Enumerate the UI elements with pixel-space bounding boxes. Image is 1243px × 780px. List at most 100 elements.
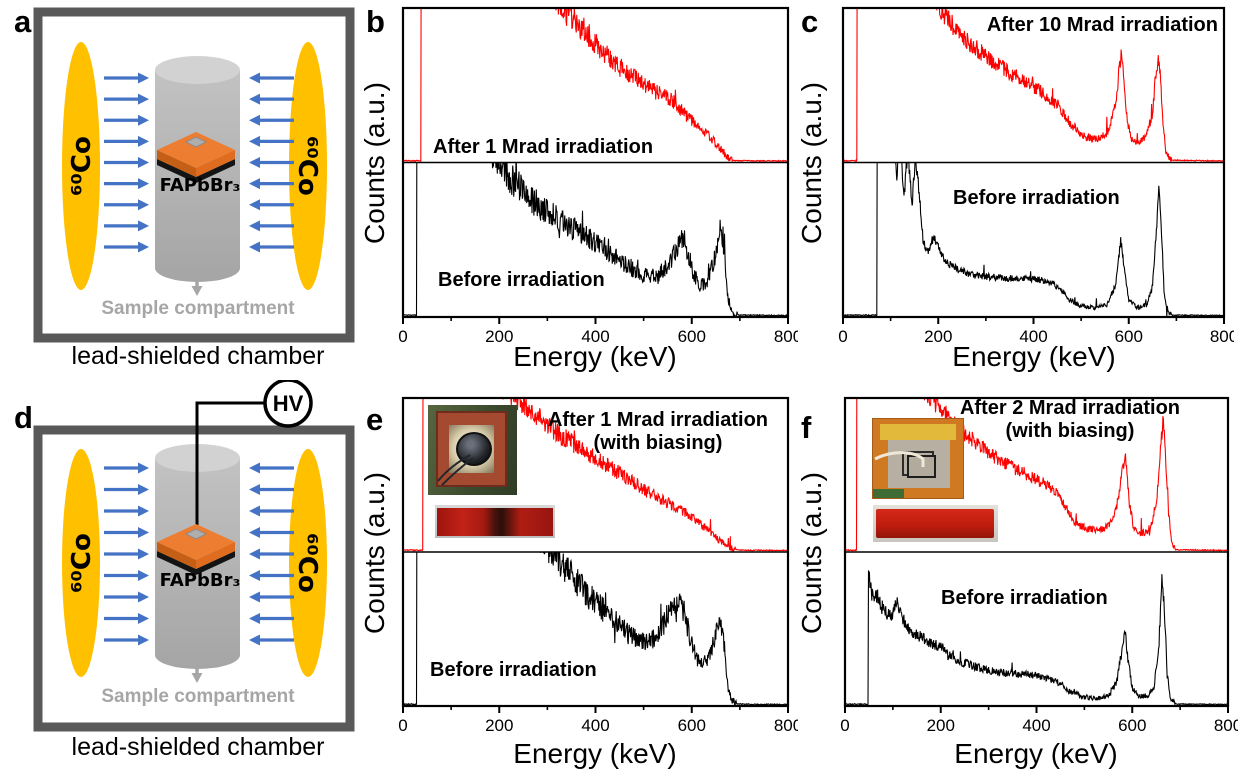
- gamma-beam-arrowhead: [138, 135, 149, 147]
- detector-pcb-f: [873, 488, 904, 498]
- annotation-before-f: Before irradiation: [941, 587, 1108, 609]
- spectrum-path: [403, 398, 788, 552]
- chamber-shapes-a: [33, 7, 355, 343]
- chamber-shapes-d: [33, 380, 355, 732]
- y-axis-label-f: Counts (a.u.): [796, 472, 827, 634]
- annotation-after-2mrad-bias: After 2 Mrad irradiation (with biasing): [948, 397, 1192, 443]
- gamma-beam-arrowhead: [249, 72, 260, 84]
- slab-side-left: [157, 542, 196, 569]
- gamma-beam-arrowhead: [249, 178, 260, 190]
- x-tick-label: 600: [678, 716, 706, 735]
- spectrum-path: [845, 570, 1228, 706]
- gamma-beam-arrowhead: [249, 462, 260, 474]
- sample-slab-top: [157, 524, 235, 560]
- crystal-photo-inset-f: [873, 505, 998, 542]
- co60-source-label-right-a: ⁶⁰Co: [292, 136, 322, 196]
- panel-letter-d: d: [14, 400, 33, 435]
- x-tick-label: 400: [581, 327, 609, 346]
- gamma-beam-arrowhead: [249, 548, 260, 560]
- x-tick-label: 800: [774, 327, 798, 346]
- x-axis-label-b: Energy (keV): [513, 341, 677, 372]
- panel-letter-b: b: [366, 4, 385, 39]
- gamma-beam-arrowhead: [138, 157, 149, 168]
- gamma-beam-arrowhead: [138, 241, 149, 253]
- y-axis-label-b: Counts (a.u.): [359, 82, 390, 244]
- gamma-beam-arrowhead: [249, 114, 260, 126]
- gamma-beam-arrowhead: [138, 505, 149, 517]
- gamma-beam-arrowhead: [249, 591, 260, 603]
- spectrum-path: [843, 8, 1224, 163]
- gamma-beam-arrowhead: [249, 634, 260, 646]
- sample-material-label-a: FAPbBr₃: [160, 175, 241, 196]
- compartment-pointer-arrowhead: [191, 673, 203, 683]
- annotation-after-1mrad-bias-line2: (with biasing): [593, 432, 723, 454]
- compartment-pointer-arrowhead: [191, 286, 203, 296]
- gamma-beam-arrowhead: [138, 199, 149, 211]
- y-axis-label-e: Counts (a.u.): [359, 472, 390, 634]
- gamma-beam-arrowhead: [138, 527, 149, 538]
- crystal-bar-f: [876, 509, 994, 538]
- spectrum-path: [845, 398, 1228, 552]
- gamma-beam-arrowhead: [249, 241, 260, 253]
- gamma-beam-arrowhead: [138, 548, 149, 560]
- detector-frame-e: [436, 411, 508, 487]
- slab-side-right: [196, 542, 235, 569]
- gamma-beam-arrowhead: [249, 570, 260, 581]
- annotation-before-b: Before irradiation: [438, 269, 605, 291]
- x-axis-label-e: Energy (keV): [513, 738, 677, 769]
- gamma-beam-arrowhead: [138, 178, 149, 190]
- sample-compartment-label-d: Sample compartment: [101, 686, 295, 707]
- gamma-beam-arrowhead: [138, 591, 149, 603]
- annotation-before-e: Before irradiation: [430, 659, 597, 681]
- gamma-beam-arrowhead: [249, 199, 260, 211]
- annotation-after-2mrad-bias-line2: (with biasing): [1005, 420, 1135, 442]
- annotation-after-2mrad-bias-line1: After 2 Mrad irradiation: [959, 397, 1181, 419]
- gamma-beam-arrowhead: [138, 93, 149, 105]
- sample-electrode: [184, 528, 208, 540]
- co60-source-label-right-d: ⁶⁰Co: [292, 533, 322, 593]
- gamma-beam-arrowhead: [138, 220, 149, 232]
- panel-letter-e: e: [366, 402, 384, 437]
- panel-letter-f: f: [801, 410, 812, 445]
- x-tick-label: 0: [838, 327, 847, 346]
- hv-wire: [195, 401, 264, 532]
- hv-supply-circle: [263, 380, 313, 428]
- spectrum-curve-b-before: [403, 162, 788, 317]
- gamma-beam-arrowhead: [138, 634, 149, 646]
- slab-bottom-right: [196, 551, 235, 575]
- irradiation-chamber-diagram-d: ⁶⁰Co ⁶⁰Co FAPbBr₃ Sample compartment HV: [33, 380, 355, 732]
- sample-electrode: [184, 136, 208, 148]
- slab-bottom-right: [196, 159, 235, 183]
- chamber-caption-d: lead-shielded chamber: [71, 733, 325, 761]
- x-tick-label: 0: [840, 716, 849, 735]
- gamma-beam-arrowhead: [249, 505, 260, 517]
- sample-compartment-label-a: Sample compartment: [101, 298, 295, 319]
- x-tick-label: 0: [398, 716, 407, 735]
- spectrum-chart-c: 0 200 400 600 800: [838, 6, 1234, 346]
- spectrum-curve-b-after: [403, 8, 788, 163]
- co60-source-label-left-d: ⁶⁰Co: [67, 533, 97, 593]
- slab-bottom-left: [157, 551, 196, 575]
- x-axis-label-f: Energy (keV): [954, 738, 1118, 769]
- spectrum-curve-f-after: [845, 398, 1228, 552]
- x-tick-label: 200: [927, 716, 955, 735]
- gamma-beam-arrowhead: [249, 613, 260, 624]
- co60-source-left: [62, 42, 100, 290]
- cylinder-top: [155, 56, 240, 84]
- annotation-after-10mrad: After 10 Mrad irradiation: [986, 14, 1218, 36]
- slab-side-left: [157, 150, 196, 177]
- panel-letter-c: c: [801, 4, 819, 39]
- irradiation-chamber-diagram-a: ⁶⁰Co ⁶⁰Co FAPbBr₃ Sample compartment: [33, 7, 355, 343]
- gamma-beam-arrowhead: [249, 220, 260, 232]
- x-tick-label: 800: [774, 716, 798, 735]
- x-tick-label: 600: [678, 327, 706, 346]
- detector-tape-f: [880, 423, 956, 441]
- gamma-beam-arrowhead: [138, 114, 149, 126]
- high-voltage-label: HV: [273, 391, 304, 416]
- gamma-beam-arrowhead: [138, 462, 149, 474]
- spectrum-chart-b: 0 200 400 600 800: [398, 6, 798, 346]
- slab-side-right: [196, 150, 235, 177]
- slab-bottom-left: [157, 159, 196, 183]
- gamma-beam-arrowhead: [249, 93, 260, 105]
